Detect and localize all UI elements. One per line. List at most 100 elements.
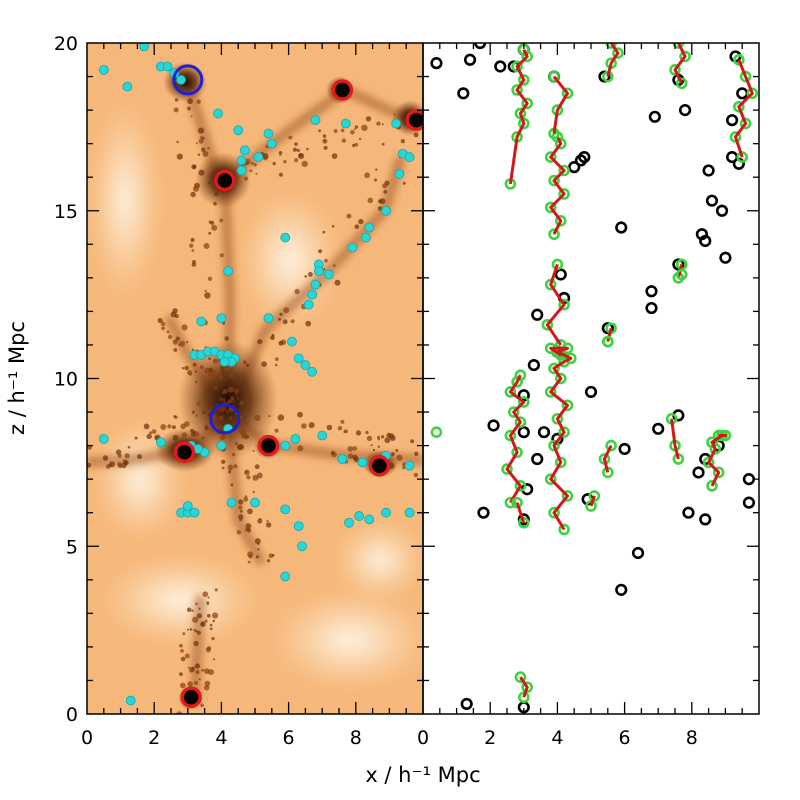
density-speckle (157, 317, 163, 324)
track-line (734, 59, 754, 158)
density-speckle (243, 397, 246, 400)
green-ring (558, 188, 570, 200)
density-speckle (283, 307, 290, 314)
density-speckle (245, 523, 252, 529)
density-speckle (244, 495, 248, 498)
black-ring (527, 358, 540, 372)
density-speckle (229, 372, 235, 378)
green-ring (501, 463, 513, 475)
cyan-point (364, 222, 375, 233)
cyan-point (139, 43, 150, 52)
density-speckle (318, 129, 321, 133)
density-speckle (208, 357, 212, 360)
density-speckle (245, 421, 249, 425)
green-ring (561, 87, 574, 100)
density-speckle (219, 218, 224, 223)
density-speckle (185, 340, 189, 344)
density-speckle (271, 333, 275, 337)
y-tick-label: 20 (54, 33, 78, 55)
track-line (505, 374, 526, 504)
density-speckle (221, 370, 226, 375)
density-speckle (194, 370, 197, 373)
density-speckle (211, 224, 218, 231)
density-speckle (322, 230, 326, 234)
density-speckle (358, 218, 364, 225)
density-speckle (181, 86, 186, 91)
density-speckle (323, 145, 328, 150)
density-speckle (174, 415, 178, 419)
density-speckle (203, 383, 209, 389)
density-speckle (267, 559, 271, 563)
x-axis-title: x / h⁻¹ Mpc (365, 763, 480, 787)
black-ring (645, 301, 658, 315)
density-speckle (87, 445, 92, 450)
density-speckle (254, 464, 260, 470)
density-speckle (305, 320, 312, 327)
density-speckle (365, 116, 372, 122)
density-speckle (233, 464, 238, 469)
track (601, 322, 617, 348)
density-speckle (173, 348, 178, 352)
density-speckle (191, 249, 195, 252)
x-tick-label: 4 (551, 727, 563, 749)
density-speckle (274, 428, 279, 433)
density-speckle (172, 434, 179, 441)
black-ring (695, 228, 708, 241)
cyan-point (223, 266, 234, 277)
cyan-point (196, 316, 207, 327)
density-speckle (376, 435, 381, 439)
density-speckle (265, 522, 272, 528)
density-speckle (187, 370, 193, 375)
density-speckle (386, 432, 392, 438)
density-speckle (413, 132, 419, 138)
density-speckle (372, 448, 376, 452)
green-ring (733, 53, 745, 66)
density-speckle (180, 656, 186, 662)
y-axis-title: z / h⁻¹ Mpc (5, 321, 29, 435)
density-speckle (257, 339, 263, 345)
x-tick-label: 8 (350, 727, 362, 749)
x-tick-label: 2 (148, 727, 160, 749)
track (669, 43, 691, 90)
density-speckle (76, 455, 80, 459)
density-speckle (199, 136, 202, 139)
cyan-point (176, 75, 186, 85)
black-ring (601, 322, 614, 335)
density-speckle (236, 530, 242, 535)
density-speckle (414, 451, 419, 456)
density-speckle (196, 630, 201, 635)
green-ring (507, 406, 520, 418)
density-speckle (239, 509, 243, 513)
density-speckle (195, 142, 198, 145)
density-speckle (206, 646, 212, 651)
red-ring (173, 441, 196, 464)
green-ring (675, 268, 688, 281)
density-speckle (179, 682, 186, 689)
x-tick-label: 2 (484, 727, 496, 749)
density-speckle (213, 201, 217, 206)
density-speckle (218, 375, 224, 381)
green-ring (521, 97, 533, 110)
density-speckle (381, 142, 385, 146)
density-speckle (198, 169, 205, 176)
density-speckle (380, 435, 385, 439)
green-ring (544, 151, 557, 163)
green-ring (679, 50, 691, 63)
density-speckle (121, 462, 127, 469)
density-speckle (254, 414, 261, 422)
density-speckle (238, 514, 244, 520)
density-speckle (337, 425, 343, 431)
density-speckle (212, 658, 216, 661)
density-speckle (384, 437, 391, 444)
density-speckle (256, 472, 263, 479)
black-ring (705, 194, 719, 207)
cyan-point (156, 437, 166, 448)
black-ring (736, 87, 749, 100)
density-speckle (127, 446, 131, 449)
density-speckle (358, 137, 362, 141)
density-speckle (213, 386, 216, 389)
density-speckle (296, 148, 300, 152)
density-speckle (184, 365, 189, 371)
black-ring (494, 60, 507, 73)
density-speckle (184, 421, 190, 427)
